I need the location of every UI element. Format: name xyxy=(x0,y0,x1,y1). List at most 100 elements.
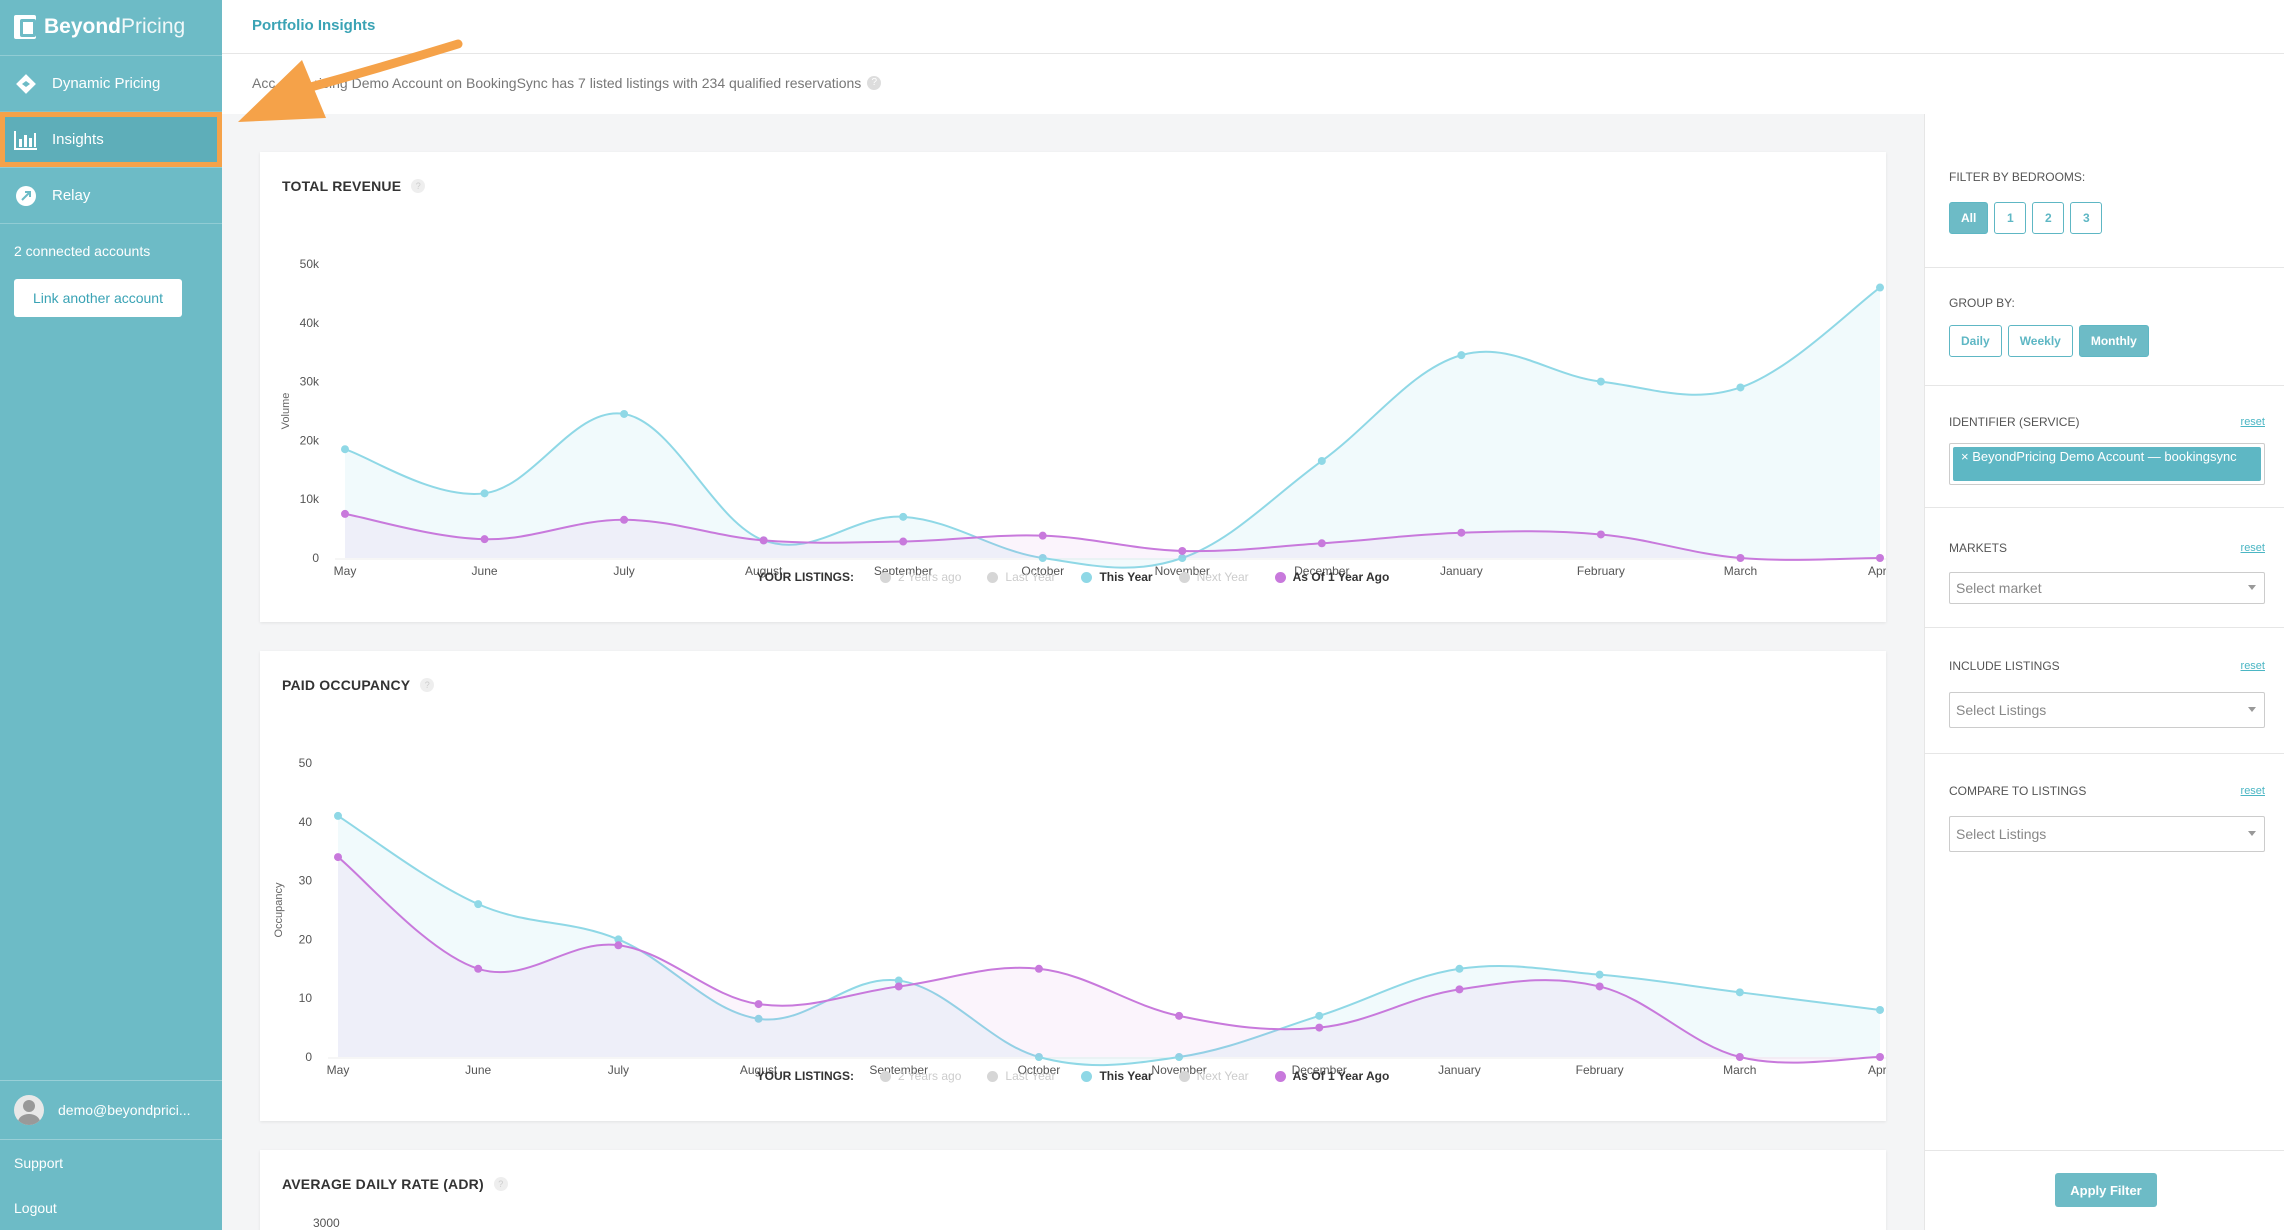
legend-item-label: 2 Years ago xyxy=(897,570,962,584)
paid-occupancy-card: PAID OCCUPANCY? 50 40 30 20 10 0 Occupancy May J… xyxy=(260,651,1886,1121)
legend-item[interactable]: 2 Years ago xyxy=(879,570,962,584)
data-point xyxy=(894,982,903,991)
help-icon[interactable]: ? xyxy=(867,76,882,90)
data-point xyxy=(341,445,349,454)
chevron-down-icon xyxy=(2248,585,2256,590)
y-tick-label: 3000 xyxy=(313,1216,340,1230)
total-revenue-card: TOTAL REVENUE? 50k 40k 30k 20k 10k 0 Volume May… xyxy=(260,152,1886,622)
identifier-tag[interactable]: × BeyondPricing Demo Account — bookingsy… xyxy=(1953,447,2261,481)
legend-item-label: Last Year xyxy=(1005,1069,1056,1083)
compare-listings-select[interactable]: Select Listings xyxy=(1949,816,2265,852)
help-icon[interactable]: ? xyxy=(493,1177,508,1191)
legend-item[interactable]: This Year xyxy=(1081,1069,1153,1083)
legend-item[interactable]: This Year xyxy=(1081,570,1153,584)
help-icon[interactable]: ? xyxy=(411,179,426,193)
x-tick-label: March xyxy=(1724,564,1757,578)
x-tick-label: August xyxy=(745,564,783,578)
select-placeholder: Select Listings xyxy=(1956,826,2047,842)
chart-title: PAID OCCUPANCY xyxy=(282,677,411,693)
legend-item-label: 2 Years ago xyxy=(897,1069,962,1083)
section-title: MARKETS xyxy=(1949,541,2008,555)
x-tick-label: May xyxy=(334,564,357,578)
x-tick-label: June xyxy=(465,1063,491,1077)
legend-item[interactable]: As Of 1 Year Ago xyxy=(1274,570,1389,584)
data-point xyxy=(1178,554,1187,562)
legend-dot-icon xyxy=(1081,1070,1093,1082)
link-account-button[interactable]: Link another account xyxy=(14,279,182,317)
section-title: GROUP BY: xyxy=(1949,296,2015,310)
legend-item[interactable]: As Of 1 Year Ago xyxy=(1274,1069,1390,1083)
x-tick-label: August xyxy=(740,1063,778,1077)
reset-link[interactable]: reset xyxy=(2240,660,2265,672)
data-point xyxy=(1876,283,1884,292)
legend-item[interactable]: Next Year xyxy=(1178,570,1249,584)
bedrooms-2-button[interactable]: 2 xyxy=(2032,202,2065,234)
sidebar-nav: Dynamic Pricing Insights Relay xyxy=(0,55,222,279)
support-link[interactable]: Support xyxy=(14,1155,64,1171)
data-point xyxy=(1038,554,1047,562)
include-listings-select[interactable]: Select Listings xyxy=(1949,692,2265,728)
legend-item[interactable]: Last Year xyxy=(987,1069,1055,1083)
data-point xyxy=(1736,554,1745,562)
legend-item[interactable]: Last Year xyxy=(987,570,1055,584)
legend-dot-icon xyxy=(1178,1070,1190,1082)
bedrooms-all-button[interactable]: All xyxy=(1949,202,1989,234)
legend-item[interactable]: Next Year xyxy=(1178,1069,1249,1083)
data-point xyxy=(1736,383,1745,392)
y-tick-label: 50 xyxy=(299,756,313,770)
legend-item[interactable]: 2 Years ago xyxy=(879,1069,962,1083)
user-menu[interactable]: demo@beyondprici... xyxy=(0,1080,222,1140)
data-point xyxy=(1175,1053,1184,1061)
reset-link[interactable]: reset xyxy=(2240,416,2265,428)
logout-link[interactable]: Logout xyxy=(14,1200,57,1216)
y-tick-label: 30k xyxy=(300,375,320,389)
page-title: Portfolio Insights xyxy=(252,17,376,34)
panel-divider xyxy=(1925,1150,2284,1151)
legend-dot-icon xyxy=(879,571,891,583)
data-point xyxy=(1876,1053,1884,1061)
bedrooms-1-button[interactable]: 1 xyxy=(1994,202,2027,234)
legend-item-label: As Of 1 Year Ago xyxy=(1292,1069,1390,1083)
group-by-monthly-button[interactable]: Monthly xyxy=(2078,325,2149,357)
data-point xyxy=(1175,1011,1184,1020)
insights-main[interactable]: TOTAL REVENUE? 50k 40k 30k 20k 10k 0 Volume May… xyxy=(222,114,1924,1230)
data-point xyxy=(1317,456,1326,465)
sidebar-item-relay[interactable]: Relay xyxy=(0,167,222,223)
x-tick-label: October xyxy=(1021,564,1064,578)
legend-item-label: This Year xyxy=(1099,570,1153,584)
legend-dot-icon xyxy=(987,1070,999,1082)
legend-dot-icon xyxy=(1081,571,1093,583)
group-by-daily-button[interactable]: Daily xyxy=(1949,325,2002,357)
pricing-diamond-icon xyxy=(14,72,38,96)
markets-select[interactable]: Select market xyxy=(1949,572,2265,604)
sidebar-item-label: Relay xyxy=(52,187,91,204)
group-by-options: Daily Weekly Monthly xyxy=(1949,325,2149,357)
legend-dot-icon xyxy=(879,1070,891,1082)
bedrooms-3-button[interactable]: 3 xyxy=(2070,202,2103,234)
x-tick-label: November xyxy=(1151,1063,1206,1077)
data-point xyxy=(480,489,489,498)
x-tick-label: December xyxy=(1292,1063,1347,1077)
data-point xyxy=(1596,530,1605,539)
help-icon[interactable]: ? xyxy=(420,678,435,692)
sidebar-item-label: Insights xyxy=(52,131,104,148)
data-point xyxy=(1455,964,1464,973)
x-tick-label: July xyxy=(613,564,634,578)
brand-logo[interactable]: BeyondPricing xyxy=(14,12,185,42)
y-tick-label: 10k xyxy=(300,492,320,506)
identifier-select[interactable]: × BeyondPricing Demo Account — bookingsy… xyxy=(1949,443,2265,485)
chart-title: AVERAGE DAILY RATE (ADR) xyxy=(282,1176,484,1192)
sidebar-item-insights[interactable]: Insights xyxy=(0,111,222,167)
data-point xyxy=(1876,1005,1884,1014)
data-point xyxy=(1596,377,1605,386)
apply-filter-button[interactable]: Apply Filter xyxy=(2055,1173,2157,1207)
sidebar-item-dynamic-pricing[interactable]: Dynamic Pricing xyxy=(0,55,222,111)
reset-link[interactable]: reset xyxy=(2240,785,2265,797)
x-tick-label: July xyxy=(608,1063,629,1077)
data-point xyxy=(614,935,623,944)
bedrooms-filter: FILTER BY BEDROOMS: All 1 2 3 xyxy=(1925,114,2284,268)
reset-link[interactable]: reset xyxy=(2240,542,2265,554)
group-by-weekly-button[interactable]: Weekly xyxy=(2007,325,2073,357)
